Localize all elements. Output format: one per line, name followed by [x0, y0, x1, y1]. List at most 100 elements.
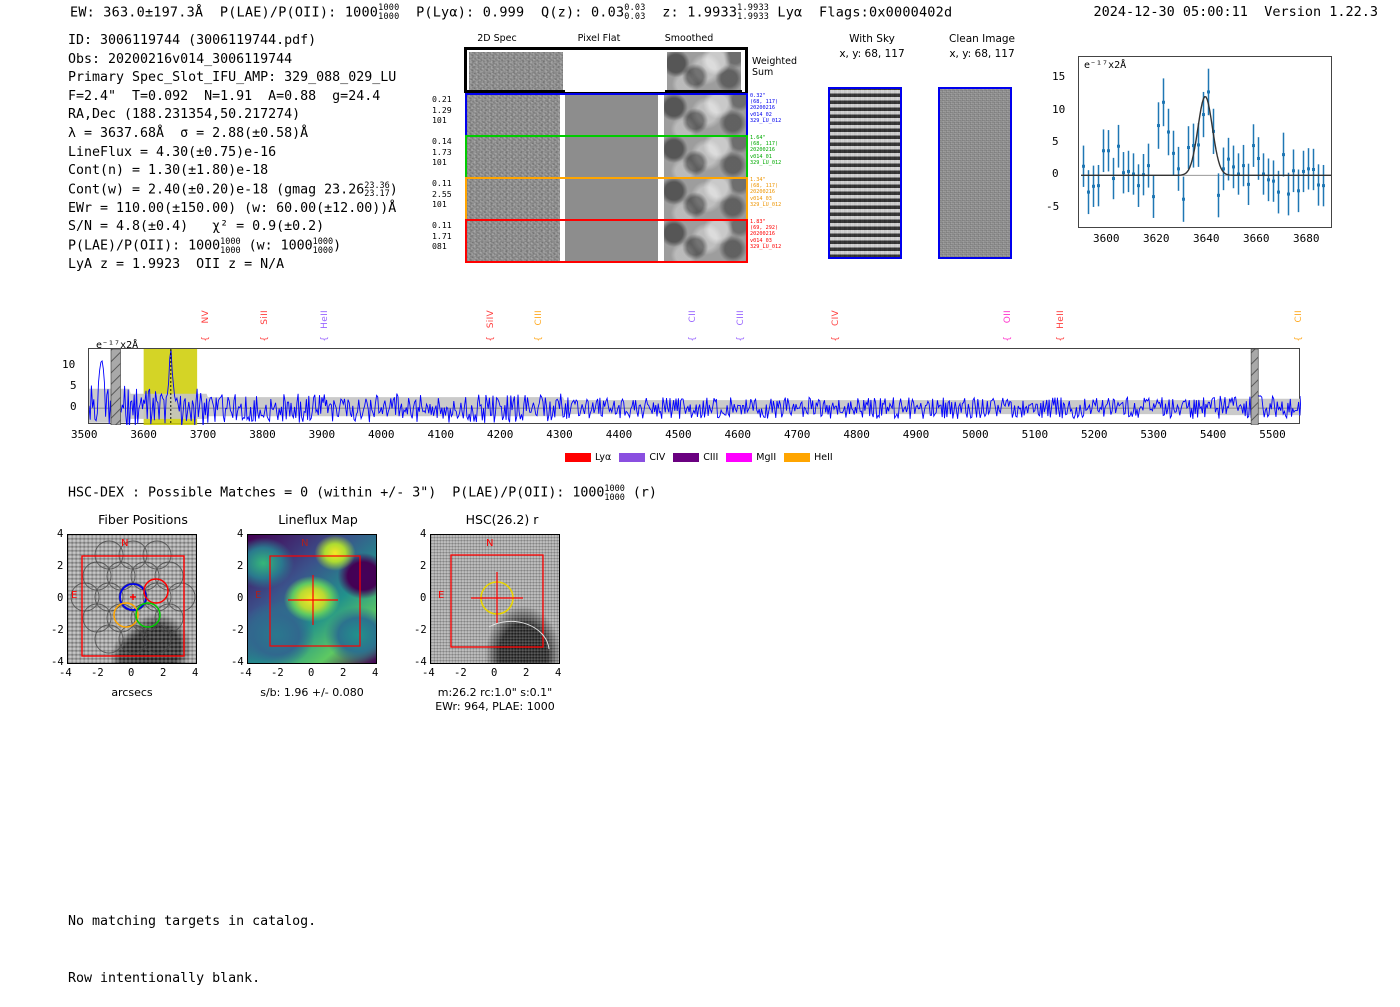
- emission-label-siiv-3: SiIV: [486, 310, 496, 329]
- spectrum-ytick: 0: [70, 400, 77, 414]
- spectrum-xtick: 5200: [1081, 428, 1108, 441]
- spectrum-xtick: 4400: [605, 428, 633, 441]
- fiber-xtick: 4: [192, 667, 199, 679]
- header-plae-label: P(LAE)/P(OII):: [219, 4, 337, 21]
- hscdex-frac-hi: 1000: [604, 484, 625, 494]
- with-sky-title: With Sky: [849, 33, 895, 45]
- fit-ytick: 5: [1052, 135, 1059, 148]
- report-version: Version 1.22.3: [1264, 4, 1378, 20]
- spectrum-xtick: 4700: [783, 428, 811, 441]
- header-z-lo: 1.9933: [737, 11, 770, 22]
- spectrum-xtick: 3600: [130, 428, 157, 441]
- header-qz-lo: 0.03: [624, 11, 646, 22]
- lineflux-compass-north: N: [301, 538, 309, 549]
- full-spectrum-frame: [88, 348, 1301, 425]
- legend-label-lyα: Lyα: [595, 452, 612, 463]
- report-datetime: 2024-12-30 05:00:11: [1093, 4, 1248, 20]
- emission-brace-1: {: [260, 336, 271, 342]
- spectrum-xtick: 3700: [189, 428, 217, 441]
- emission-brace-7: {: [830, 336, 841, 342]
- info-primary-spec: Primary Spec_Slot_IFU_AMP: 329_088_029_L…: [68, 70, 397, 86]
- legend-label-civ: CIV: [649, 452, 666, 463]
- header-flags: Flags:0x0000402d: [819, 4, 953, 21]
- fit-ytick: 0: [1052, 167, 1059, 181]
- fit-xtick: 3660: [1243, 232, 1270, 245]
- emission-label-civ-7: CIV: [830, 310, 841, 326]
- fiber-positions-image: [67, 534, 197, 664]
- legend-label-mgii: MgII: [756, 452, 777, 463]
- spectrum-units-label: e⁻¹⁷x2Å: [96, 340, 139, 351]
- hscdex-pre: HSC-DEX : Possible Matches = 0 (within +…: [68, 485, 605, 501]
- footer-line-1: No matching targets in catalog.: [68, 914, 317, 929]
- hsc-r-title: HSC(26.2) r: [465, 512, 539, 527]
- spectrum-ytick: 10: [62, 357, 76, 371]
- fit-xtick: 3600: [1093, 232, 1120, 245]
- fiber-row-3-left-values: 0.11 2.55 101: [432, 178, 452, 209]
- info-plae-w-hi: 1000: [312, 237, 334, 248]
- fiber-xtick: -2: [91, 667, 104, 679]
- legend-item-ciii: CIII: [673, 452, 718, 463]
- full-spectrum-plot: NV {SiII {HeII {SiIV {CIII {CII {CIII {CIV {OII {…: [60, 310, 1360, 460]
- emission-brace-3: {: [486, 336, 496, 342]
- spectrum-xtick: 4200: [486, 428, 514, 441]
- fiber-overlay: [70, 540, 196, 657]
- fit-units-label: e⁻¹⁷x2Å: [1084, 60, 1127, 71]
- info-wavelength: λ = 3637.68Å σ = 2.88(±0.58)Å: [68, 125, 309, 141]
- spectrum-xtick: 4300: [546, 428, 573, 441]
- fit-xtick: 3680: [1293, 232, 1320, 245]
- lineflux-xtick: 2: [340, 667, 347, 679]
- fiber-ytick: 4: [57, 528, 64, 540]
- lineflux-map-title: Lineflux Map: [278, 512, 358, 527]
- spectrum-xtick: 4900: [902, 428, 930, 441]
- emission-brace-5: {: [688, 336, 698, 342]
- header-z: z: 1.9933: [662, 4, 738, 21]
- fiber-row-1-meta: 0.32" (68, 117) 20200216 v014_02 329_LU_…: [750, 93, 782, 124]
- hsc-r-caption1: m:26.2 rc:1.0" s:0.1": [437, 686, 553, 699]
- fiber-compass-east: E: [71, 590, 78, 601]
- hsc-compass-east: E: [438, 590, 445, 601]
- fiber-xtick: -4: [59, 667, 72, 679]
- hsc-xtick: -2: [454, 667, 467, 679]
- info-plae-hi: 1000: [220, 237, 241, 248]
- info-lineflux: LineFlux = 4.30(±0.75)e-16: [68, 144, 277, 160]
- lineflux-overlay: [269, 555, 361, 647]
- fiber-ytick: 0: [57, 592, 64, 604]
- emission-label-oii-8: OII: [1002, 310, 1013, 324]
- spectrum-xtick: 4600: [724, 428, 752, 441]
- fiber-ytick: -2: [51, 624, 64, 636]
- lineflux-xtick: 4: [372, 667, 379, 679]
- hscdex-frac-lo: 1000: [604, 492, 625, 503]
- fiber-row-4: [465, 219, 748, 263]
- hsc-r-panel: HSC(26.2) r N E m:26.2 rc:1.0" s:0.1" EW…: [418, 510, 608, 725]
- spectrum-ytick: 5: [70, 379, 77, 392]
- legend-swatch-mgii: [726, 453, 753, 462]
- spectrum-xtick: 3800: [249, 428, 276, 441]
- emission-label-nv-0: NV: [200, 310, 211, 324]
- emission-label-cii-5: CII: [688, 310, 698, 323]
- info-radec: RA,Dec (188.231354,50.217274): [68, 107, 301, 123]
- detector-cutouts: With Sky x, y: 68, 117 Clean Image x, y:…: [812, 33, 1022, 263]
- fiber-ytick: -4: [51, 656, 64, 668]
- full-spectrum-canvas: [89, 349, 1301, 425]
- hsc-xtick: 4: [555, 667, 562, 679]
- source-info-block: ID: 3006119744 (3006119744.pdf) Obs: 202…: [68, 32, 398, 275]
- fit-plot-canvas: [1081, 68, 1331, 222]
- fiber-compass-north: N: [121, 538, 129, 549]
- fiber-ytick: 2: [57, 560, 64, 572]
- weighted-sum-label: Weighted Sum: [752, 56, 797, 78]
- info-cont-w-post: ): [389, 182, 398, 198]
- emission-label-heii-9: HeII: [1056, 310, 1067, 329]
- fiber-row-2: [465, 135, 748, 179]
- hsc-xtick: 0: [491, 667, 498, 679]
- footer-note: No matching targets in catalog. Row inte…: [68, 874, 316, 1007]
- hsc-xtick: 2: [523, 667, 530, 679]
- info-cont-w-hi: 23.36: [364, 180, 390, 191]
- lineflux-compass-east: E: [255, 590, 262, 601]
- header-qz: Q(z): 0.03: [541, 4, 625, 21]
- info-cont-w-pre: Cont(w) = 2.40(±0.20)e-18 (gmag 23.26: [68, 182, 365, 198]
- col-title-2dspec: 2D Spec: [477, 33, 517, 44]
- fiber-row-3: [465, 177, 748, 221]
- fit-xtick: 3620: [1143, 232, 1170, 245]
- legend-label-heii: HeII: [814, 452, 833, 463]
- hscdex-match-line: HSC-DEX : Possible Matches = 0 (within +…: [68, 484, 657, 503]
